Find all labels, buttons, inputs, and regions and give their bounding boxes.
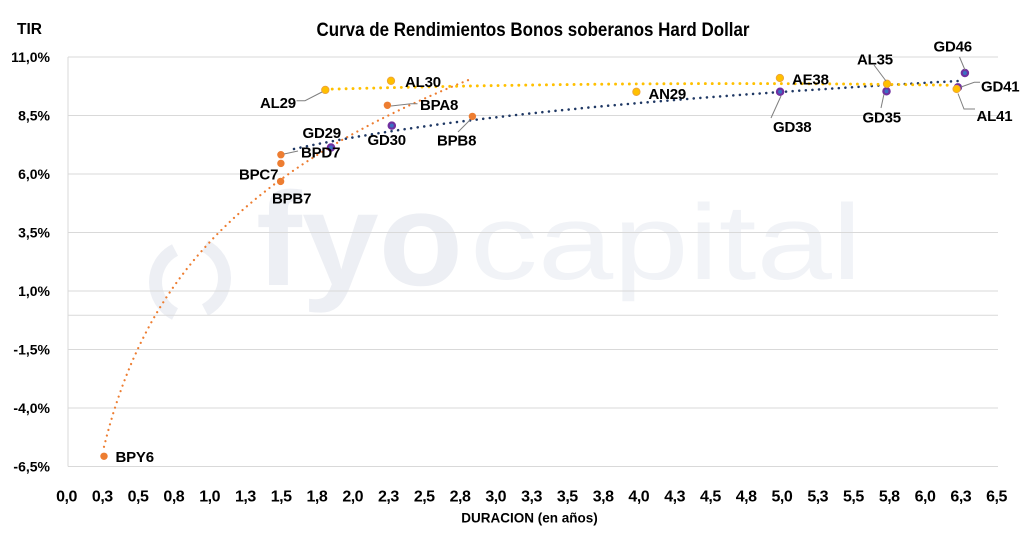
svg-text:GD35: GD35 (863, 110, 901, 127)
svg-text:1,5: 1,5 (271, 489, 292, 506)
svg-text:-1,5%: -1,5% (13, 342, 50, 358)
svg-text:-4,0%: -4,0% (13, 400, 50, 416)
svg-text:GD29: GD29 (303, 125, 341, 142)
svg-text:3,0: 3,0 (485, 489, 506, 506)
svg-text:BPA8: BPA8 (420, 97, 458, 114)
svg-text:4,3: 4,3 (664, 489, 685, 506)
svg-text:0,3: 0,3 (92, 489, 113, 506)
svg-text:6,0: 6,0 (915, 489, 936, 506)
svg-text:TIR: TIR (17, 21, 42, 38)
svg-text:6,5: 6,5 (986, 489, 1007, 506)
svg-text:AE38: AE38 (792, 72, 829, 89)
svg-text:fyo: fyo (256, 166, 463, 314)
svg-text:8,5%: 8,5% (18, 108, 50, 124)
svg-text:DURACION (en años): DURACION (en años) (461, 511, 598, 526)
svg-text:4,5: 4,5 (700, 489, 721, 506)
svg-text:2,0: 2,0 (342, 489, 363, 506)
svg-text:BPY6: BPY6 (116, 449, 154, 466)
svg-text:3,5%: 3,5% (18, 225, 50, 241)
svg-text:1,0%: 1,0% (18, 283, 50, 299)
svg-text:3,3: 3,3 (521, 489, 542, 506)
svg-text:5,5: 5,5 (843, 489, 864, 506)
svg-text:5,3: 5,3 (807, 489, 828, 506)
svg-text:4,0: 4,0 (628, 489, 649, 506)
svg-text:GD30: GD30 (368, 132, 406, 149)
svg-text:BPD7: BPD7 (301, 144, 340, 161)
svg-text:GD41: GD41 (981, 79, 1019, 96)
svg-text:Curva de Rendimientos Bonos so: Curva de Rendimientos Bonos soberanos Ha… (317, 19, 750, 41)
svg-text:3,5: 3,5 (557, 489, 578, 506)
svg-text:2,3: 2,3 (378, 489, 399, 506)
svg-text:0,0: 0,0 (56, 489, 77, 506)
svg-text:AL41: AL41 (977, 108, 1013, 125)
svg-text:5,8: 5,8 (879, 489, 900, 506)
svg-text:6,3: 6,3 (950, 489, 971, 506)
svg-text:3,8: 3,8 (593, 489, 614, 506)
svg-text:GD38: GD38 (773, 119, 811, 136)
svg-text:0,8: 0,8 (163, 489, 184, 506)
svg-text:1,0: 1,0 (199, 489, 220, 506)
svg-text:11,0%: 11,0% (11, 49, 50, 65)
svg-text:AL30: AL30 (405, 74, 441, 91)
svg-text:4,8: 4,8 (736, 489, 757, 506)
svg-text:6,0%: 6,0% (18, 166, 50, 182)
svg-text:BPB8: BPB8 (437, 133, 476, 150)
svg-text:1,3: 1,3 (235, 489, 256, 506)
svg-text:AL35: AL35 (857, 52, 893, 69)
svg-text:-6,5%: -6,5% (13, 459, 50, 475)
svg-text:AN29: AN29 (649, 86, 687, 103)
svg-text:5,0: 5,0 (772, 489, 793, 506)
svg-text:0,5: 0,5 (128, 489, 149, 506)
svg-text:BPC7: BPC7 (239, 167, 278, 184)
svg-text:capital: capital (470, 182, 862, 302)
svg-text:AL29: AL29 (260, 95, 296, 112)
svg-text:GD46: GD46 (934, 38, 972, 55)
svg-text:BPB7: BPB7 (272, 190, 311, 207)
svg-text:2,5: 2,5 (414, 489, 435, 506)
svg-text:2,8: 2,8 (450, 489, 471, 506)
svg-text:1,8: 1,8 (307, 489, 328, 506)
